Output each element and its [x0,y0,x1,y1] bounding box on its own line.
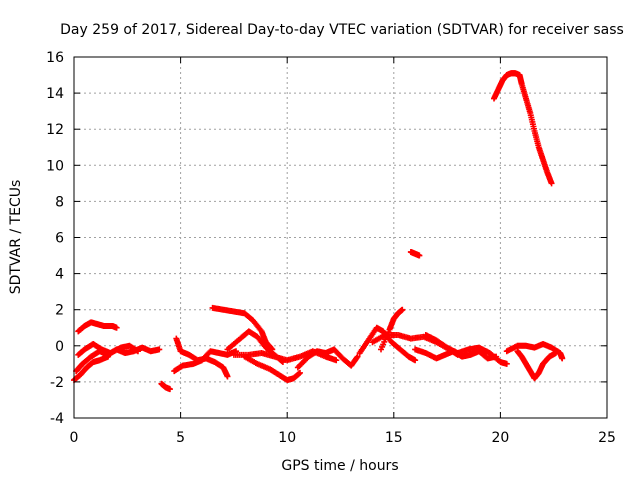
data-point [503,360,510,367]
x-tick-label-2: 10 [278,430,296,446]
series-arc-u [514,348,559,382]
data-point [354,353,361,360]
series-arc-h [209,304,276,353]
y-tick-label-5: 6 [55,231,64,247]
y-tick-label-7: 10 [46,158,64,174]
series-arc-s [491,70,555,187]
x-tick-label-3: 15 [385,430,403,446]
chart-title: Day 259 of 2017, Sidereal Day-to-day VTE… [60,22,624,38]
y-tick-label-3: 2 [55,303,64,319]
y-tick-label-1: -2 [50,375,64,391]
series-arc-e [158,380,173,393]
data-point [156,346,163,353]
axis-ticks: 0 5 10 15 20 25 -4 -2 0 2 4 6 8 10 12 14 16 [46,50,616,446]
y-tick-label-4: 4 [55,267,64,283]
data-point [296,369,303,376]
y-tick-label-0: -4 [50,411,64,427]
series-arc-f [173,335,231,380]
series-arc-d [71,353,112,384]
data-point [105,353,112,360]
data-point [416,252,423,259]
x-tick-label-1: 5 [176,430,185,446]
data-point [412,357,419,364]
series-arc-c [75,319,120,335]
x-tick-label-0: 0 [70,430,79,446]
y-tick-label-10: 16 [46,50,64,66]
series-arc-l [294,346,361,371]
x-axis-label: GPS time / hours [281,458,398,474]
data-point [134,348,141,355]
grid [74,57,607,418]
data-point [559,355,566,362]
y-tick-label-9: 14 [46,86,64,102]
data-point [399,306,406,313]
data-point [552,350,559,357]
data-point [548,180,555,187]
y-tick-label-2: 0 [55,339,64,355]
series-arc-b [75,340,141,358]
data-point [166,386,173,393]
x-tick-label-4: 20 [491,430,509,446]
y-tick-label-6: 8 [55,194,64,210]
x-tick-label-5: 25 [598,430,616,446]
series-arc-p [407,248,423,259]
data-points [71,70,566,393]
series-arc-r [422,331,510,367]
data-point [224,373,231,380]
data-point [113,324,120,331]
data-point [333,357,340,364]
y-tick-label-8: 12 [46,122,64,138]
series-arc-m [356,324,419,364]
y-axis-label: SDTVAR / TECUs [8,180,24,295]
series-arc-j [241,353,303,384]
